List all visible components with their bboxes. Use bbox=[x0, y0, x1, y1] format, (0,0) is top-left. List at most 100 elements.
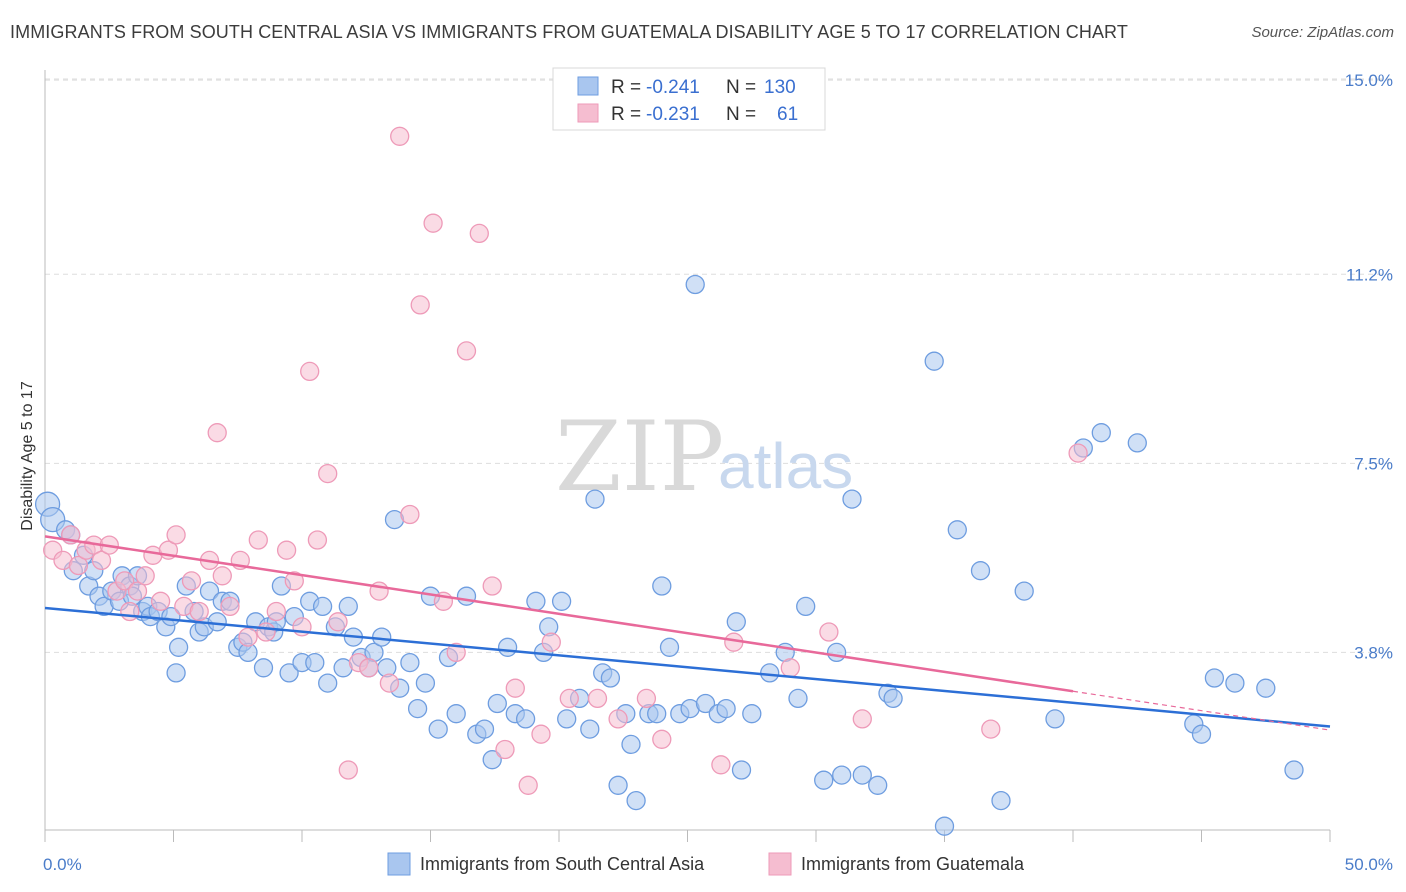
point-south-central-asia bbox=[1014, 581, 1034, 601]
point-guatemala bbox=[652, 729, 672, 749]
point-south-central-asia bbox=[407, 698, 428, 719]
y-tick-label: 7.5% bbox=[1354, 454, 1393, 473]
point-south-central-asia bbox=[482, 750, 502, 770]
point-south-central-asia bbox=[934, 816, 955, 836]
point-south-central-asia bbox=[497, 637, 518, 657]
axes bbox=[44, 70, 1331, 842]
point-guatemala bbox=[482, 576, 502, 596]
point-guatemala bbox=[505, 678, 525, 698]
point-guatemala bbox=[390, 126, 410, 146]
point-guatemala bbox=[207, 423, 227, 443]
y-tick-label: 11.2% bbox=[1346, 265, 1393, 284]
point-guatemala bbox=[181, 571, 202, 591]
point-south-central-asia bbox=[166, 663, 186, 683]
point-guatemala bbox=[541, 632, 561, 652]
point-guatemala bbox=[456, 341, 477, 361]
watermark-zip: ZIP bbox=[555, 401, 724, 513]
point-south-central-asia bbox=[868, 775, 888, 795]
point-guatemala bbox=[135, 566, 155, 586]
point-south-central-asia bbox=[312, 596, 333, 617]
point-guatemala bbox=[238, 627, 258, 647]
point-guatemala bbox=[328, 612, 348, 632]
point-guatemala bbox=[166, 525, 186, 545]
point-guatemala bbox=[359, 658, 379, 678]
point-south-central-asia bbox=[456, 586, 477, 606]
trend-line-guatemala-extrapolated bbox=[1072, 690, 1331, 731]
point-south-central-asia bbox=[826, 642, 847, 663]
point-south-central-asia bbox=[515, 709, 536, 729]
y-axis-label: Disability Age 5 to 17 bbox=[19, 381, 36, 531]
point-south-central-asia bbox=[199, 581, 220, 601]
axis-ticks: 3.8% 7.5% 11.2% 15.0% 0.0% 50.0% bbox=[43, 71, 1393, 874]
point-south-central-asia bbox=[947, 520, 967, 540]
point-guatemala bbox=[256, 622, 276, 642]
point-south-central-asia bbox=[659, 637, 680, 657]
legend-swatch-blue bbox=[577, 76, 599, 96]
chart-source: Source: ZipAtlas.com bbox=[1251, 24, 1394, 41]
point-guatemala bbox=[518, 775, 538, 795]
point-south-central-asia bbox=[695, 693, 716, 714]
point-guatemala bbox=[711, 755, 731, 775]
legend-n-value-1: 130 bbox=[764, 77, 796, 98]
point-guatemala bbox=[780, 658, 800, 678]
watermark-atlas: atlas bbox=[718, 430, 853, 502]
legend-n-value-2: 61 bbox=[777, 104, 798, 125]
point-south-central-asia bbox=[832, 765, 852, 785]
point-south-central-asia bbox=[731, 760, 752, 780]
point-guatemala bbox=[400, 504, 420, 525]
point-south-central-asia bbox=[446, 704, 466, 724]
point-guatemala bbox=[531, 724, 551, 744]
point-guatemala bbox=[410, 295, 430, 315]
point-south-central-asia bbox=[621, 734, 641, 755]
bottom-legend: Immigrants from South Central Asia Immig… bbox=[387, 852, 1025, 876]
legend-r-value-1: -0.241 bbox=[646, 77, 700, 98]
point-south-central-asia bbox=[883, 688, 903, 709]
point-guatemala bbox=[266, 601, 286, 622]
point-south-central-asia bbox=[168, 637, 189, 657]
point-south-central-asia bbox=[652, 576, 672, 596]
point-south-central-asia bbox=[526, 591, 546, 611]
bottom-legend-swatch-pink bbox=[768, 852, 792, 876]
point-south-central-asia bbox=[796, 596, 816, 617]
x-tick-label-min: 0.0% bbox=[43, 855, 82, 874]
point-guatemala bbox=[469, 223, 489, 244]
legend-r-label-1: R = bbox=[611, 77, 641, 98]
point-south-central-asia bbox=[716, 698, 736, 719]
point-south-central-asia bbox=[1191, 724, 1212, 744]
point-guatemala bbox=[120, 601, 140, 622]
point-guatemala bbox=[852, 709, 872, 729]
point-south-central-asia bbox=[647, 704, 667, 724]
point-south-central-asia bbox=[842, 489, 862, 509]
point-guatemala bbox=[276, 540, 297, 560]
bottom-legend-label-1: Immigrants from South Central Asia bbox=[420, 854, 705, 874]
point-south-central-asia bbox=[814, 770, 834, 790]
point-south-central-asia bbox=[428, 719, 448, 739]
point-south-central-asia bbox=[305, 652, 325, 673]
point-south-central-asia bbox=[685, 274, 705, 295]
point-south-central-asia bbox=[557, 709, 577, 729]
point-guatemala bbox=[150, 591, 171, 611]
legend-n-label-2: N = bbox=[726, 104, 756, 125]
point-guatemala bbox=[284, 571, 304, 591]
point-south-central-asia bbox=[372, 627, 392, 647]
point-south-central-asia bbox=[318, 673, 338, 693]
point-guatemala bbox=[559, 688, 579, 709]
point-south-central-asia bbox=[487, 693, 507, 714]
point-south-central-asia bbox=[600, 668, 621, 688]
point-guatemala bbox=[307, 530, 328, 550]
point-south-central-asia bbox=[338, 596, 358, 617]
point-guatemala bbox=[318, 463, 338, 484]
point-guatemala bbox=[300, 361, 320, 382]
point-south-central-asia bbox=[760, 663, 780, 683]
point-guatemala bbox=[127, 581, 148, 601]
point-south-central-asia bbox=[608, 775, 628, 795]
legend-n-label-1: N = bbox=[726, 77, 756, 98]
point-guatemala bbox=[220, 596, 240, 617]
point-guatemala bbox=[1068, 443, 1088, 463]
point-guatemala bbox=[189, 601, 209, 622]
point-south-central-asia bbox=[1225, 673, 1245, 693]
point-south-central-asia bbox=[852, 765, 872, 785]
point-south-central-asia bbox=[551, 591, 572, 611]
point-south-central-asia bbox=[970, 561, 991, 581]
point-south-central-asia bbox=[726, 612, 746, 632]
